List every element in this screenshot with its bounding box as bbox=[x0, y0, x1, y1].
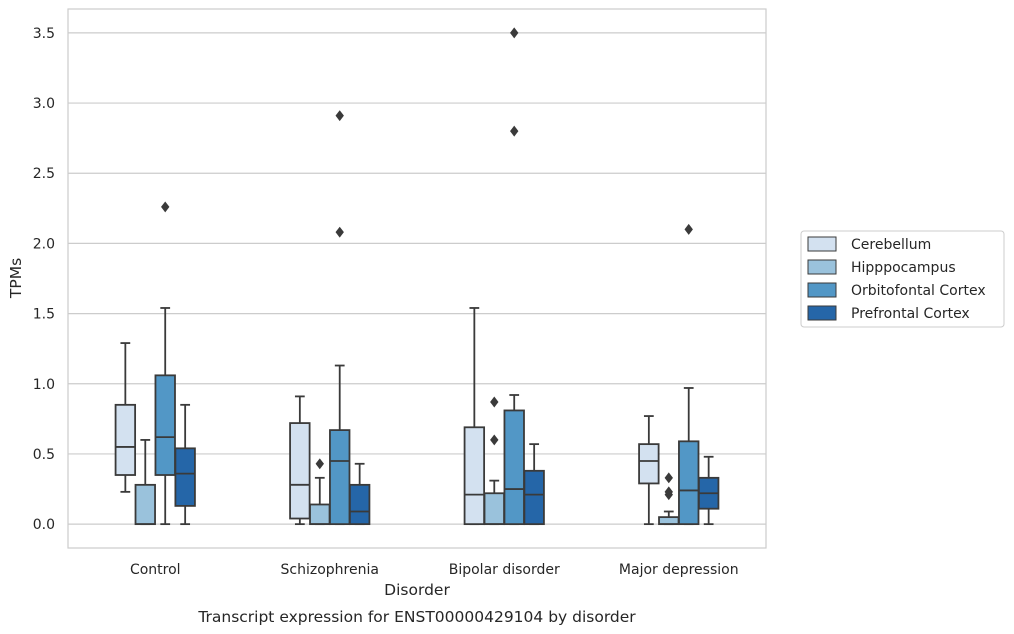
box-plot bbox=[174, 403, 196, 526]
iqr-box bbox=[348, 483, 371, 526]
iqr-box bbox=[154, 374, 176, 476]
legend-swatch bbox=[807, 259, 837, 275]
box-plot bbox=[134, 439, 156, 526]
outlier-point bbox=[664, 472, 673, 484]
box-plot bbox=[638, 415, 660, 526]
iqr-box bbox=[503, 409, 525, 526]
outlier-point bbox=[664, 486, 673, 498]
box-plot bbox=[154, 201, 176, 526]
y-tick-label: 2.5 bbox=[33, 166, 55, 182]
legend-swatch bbox=[807, 236, 837, 252]
y-tick-labels: 0.0 0.5 1.0 1.5 2.0 2.5 3.0 3.5 bbox=[33, 26, 55, 533]
y-axis-label: TPMs bbox=[7, 258, 25, 299]
y-tick-label: 1.0 bbox=[33, 377, 55, 393]
iqr-box bbox=[329, 429, 351, 526]
outlier-point bbox=[510, 27, 519, 39]
iqr-box bbox=[678, 440, 700, 526]
legend-label: Orbitofontal Cortex bbox=[851, 283, 986, 299]
legend-label: Prefrontal Cortex bbox=[851, 306, 970, 322]
legend-swatch bbox=[807, 282, 837, 298]
box-plot bbox=[697, 455, 720, 526]
outlier-point bbox=[490, 396, 499, 408]
iqr-box bbox=[483, 492, 505, 526]
legend-swatch bbox=[807, 305, 837, 321]
y-tick-label: 3.5 bbox=[33, 26, 55, 42]
y-tick-label: 3.0 bbox=[33, 96, 55, 112]
outlier-point bbox=[335, 110, 344, 122]
outlier-point bbox=[161, 201, 170, 213]
iqr-box bbox=[309, 503, 331, 526]
box-plots bbox=[114, 27, 720, 526]
iqr-box bbox=[463, 426, 486, 526]
box-plot bbox=[483, 396, 505, 526]
box-plot bbox=[503, 27, 525, 526]
box-plot bbox=[329, 110, 351, 526]
legend-label: Cerebellum bbox=[851, 237, 931, 253]
box-plot bbox=[658, 472, 680, 526]
x-tick-label: Major depression bbox=[619, 562, 739, 578]
outlier-point bbox=[684, 223, 693, 235]
legend-label: Hipppocampus bbox=[851, 260, 956, 276]
iqr-box bbox=[638, 443, 660, 485]
iqr-box bbox=[114, 403, 137, 476]
x-tick-labels: Control Schizophrenia Bipolar disorder Majo… bbox=[130, 562, 739, 578]
box-plot bbox=[463, 307, 486, 526]
iqr-box bbox=[289, 422, 311, 520]
box-plot bbox=[289, 395, 311, 526]
plot-frame bbox=[67, 8, 767, 549]
outlier-point bbox=[510, 125, 519, 137]
box-plot bbox=[678, 223, 700, 526]
box-plot bbox=[309, 458, 331, 526]
box-plot bbox=[348, 462, 371, 526]
outlier-point bbox=[335, 226, 344, 238]
y-tick-label: 0.0 bbox=[33, 517, 55, 533]
y-tick-label: 0.5 bbox=[33, 447, 55, 463]
x-axis-label: Disorder bbox=[384, 581, 450, 599]
iqr-box bbox=[523, 469, 545, 526]
x-tick-label: Schizophrenia bbox=[281, 562, 379, 578]
outlier-point bbox=[490, 434, 499, 446]
outlier-point bbox=[315, 458, 324, 470]
legend-frame bbox=[800, 230, 1005, 328]
iqr-box bbox=[134, 483, 156, 526]
iqr-box bbox=[658, 516, 680, 526]
legend: Cerebellum Hipppocampus Orbitofontal Corte… bbox=[800, 230, 1005, 328]
x-tick-label: Bipolar disorder bbox=[449, 562, 560, 578]
box-plot bbox=[523, 443, 545, 526]
box-plot bbox=[114, 342, 137, 493]
x-tick-label: Control bbox=[130, 562, 181, 578]
y-tick-label: 1.5 bbox=[33, 307, 55, 323]
figure-caption: Transcript expression for ENST0000042910… bbox=[197, 608, 636, 626]
iqr-box bbox=[174, 447, 196, 507]
y-tick-label: 2.0 bbox=[33, 236, 55, 252]
